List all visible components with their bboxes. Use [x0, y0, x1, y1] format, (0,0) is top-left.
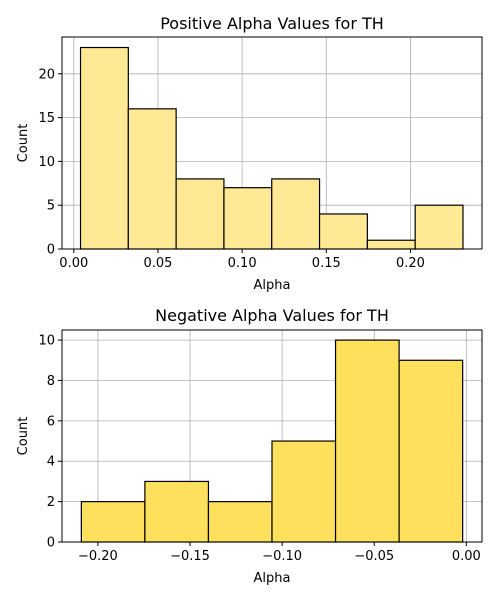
- y-ticks: 0 5 10 15 20: [38, 67, 62, 258]
- x-axis-label: Alpha: [254, 278, 291, 293]
- x-ticks: −0.20 −0.15 −0.10 −0.05 0.00: [78, 542, 481, 564]
- y-tick-label: 10: [38, 334, 55, 349]
- histogram-bar: [271, 178, 321, 250]
- y-tick-label: 15: [38, 111, 55, 126]
- chart-negative-alpha: Negative Alpha Values for TH −0.20 −0.15−…: [16, 306, 483, 586]
- y-axis-label: Count: [16, 417, 31, 456]
- y-tick-label: 6: [47, 414, 55, 429]
- x-tick-label: −0.10: [262, 549, 302, 564]
- histogram-bar: [79, 46, 129, 250]
- histogram-bar: [175, 178, 225, 250]
- histogram-bar: [271, 440, 337, 543]
- histogram-bar: [207, 501, 273, 543]
- x-tick-label: 0.00: [59, 256, 88, 271]
- histogram-bar: [80, 501, 146, 543]
- y-tick-label: 0: [47, 243, 55, 258]
- histogram-bar: [127, 108, 177, 250]
- y-ticks: 0 2 4 6 8 10: [38, 334, 62, 551]
- x-tick-label: −0.15: [170, 549, 210, 564]
- plot-frame: [61, 36, 483, 250]
- x-ticks: 0.00 0.05 0.10 0.15 0.20: [59, 249, 425, 271]
- x-tick-label: −0.20: [78, 549, 118, 564]
- y-tick-label: 20: [38, 67, 55, 82]
- histogram-bar: [366, 239, 416, 250]
- x-tick-label: 0.15: [312, 256, 341, 271]
- y-tick-label: 5: [47, 199, 55, 214]
- x-tick-label: 0.05: [143, 256, 172, 271]
- bars: [79, 46, 464, 250]
- histogram-bar: [414, 204, 464, 250]
- histogram-bar: [334, 339, 400, 543]
- x-axis-label: Alpha: [254, 571, 291, 586]
- y-tick-label: 0: [47, 536, 55, 551]
- plot-frame: [61, 329, 483, 543]
- x-tick-label: 0.00: [452, 549, 481, 564]
- histogram-bar: [398, 359, 464, 543]
- y-tick-label: 8: [47, 374, 55, 389]
- y-tick-label: 10: [38, 155, 55, 170]
- y-tick-label: 4: [47, 455, 55, 470]
- histogram-bar: [144, 480, 210, 543]
- chart-title: Negative Alpha Values for TH: [155, 306, 389, 325]
- x-tick-label: −0.05: [354, 549, 394, 564]
- histogram-bar: [223, 187, 273, 250]
- bars: [80, 339, 464, 543]
- y-axis-label: Count: [16, 124, 31, 163]
- chart-positive-alpha: Positive Alpha Values for TH 0.00 0.05 0.1…: [16, 14, 483, 293]
- chart-title: Positive Alpha Values for TH: [160, 14, 384, 33]
- x-tick-label: 0.20: [396, 256, 425, 271]
- histogram-bar: [318, 213, 368, 250]
- x-tick-label: 0.10: [228, 256, 257, 271]
- y-tick-label: 2: [47, 495, 55, 510]
